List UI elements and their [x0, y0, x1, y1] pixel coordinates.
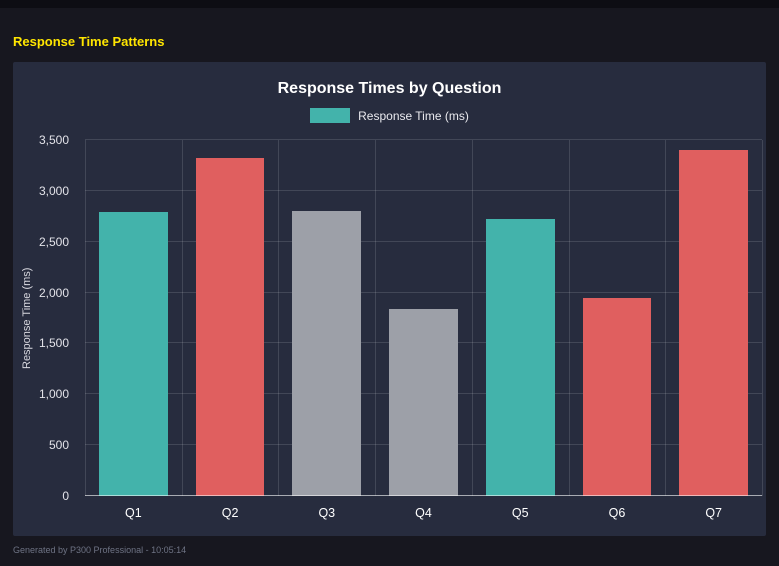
gridline-h — [85, 189, 762, 191]
x-tick-label: Q5 — [511, 506, 529, 520]
x-axis-line — [85, 495, 762, 496]
gridline-v — [762, 140, 763, 496]
x-tick-label: Q1 — [125, 506, 142, 520]
bar-q4 — [389, 308, 458, 496]
plot-area — [85, 139, 763, 496]
gridline-v — [568, 140, 570, 496]
bar-cell — [569, 140, 666, 496]
y-tick-label: 500 — [48, 438, 69, 453]
y-tick-label: 2,500 — [38, 234, 69, 249]
y-tick-label: 3,000 — [38, 183, 69, 198]
bar-q6 — [582, 297, 652, 496]
chart-panel: Response Times by Question Response Time… — [13, 62, 766, 536]
gridline-h — [85, 291, 762, 293]
bar-cell — [85, 140, 182, 496]
x-axis-labels: Q1 Q2 Q3 Q4 Q5 Q6 Q7 — [85, 506, 762, 520]
x-tick-label: Q6 — [608, 506, 626, 520]
window-top-strip — [0, 0, 779, 8]
x-tick-label: Q2 — [221, 506, 239, 520]
bar-cell — [375, 140, 472, 496]
legend-item[interactable]: Response Time (ms) — [310, 108, 469, 123]
y-tick-label: 1,500 — [38, 336, 69, 351]
chart-area: Response Time (ms) 0 500 1,000 1,500 2,000 2,… — [13, 134, 766, 536]
legend-label: Response Time (ms) — [358, 108, 469, 123]
bar-q5 — [485, 219, 555, 496]
bar-cell — [278, 140, 375, 496]
legend-swatch — [310, 108, 351, 123]
gridline-h — [85, 240, 762, 242]
y-tick-label: 0 — [62, 489, 69, 503]
legend: Response Time (ms) — [13, 108, 766, 123]
bar-q3 — [292, 211, 362, 496]
bar-q2 — [195, 158, 265, 496]
bar-q7 — [679, 150, 748, 496]
footer-note: Generated by P300 Professional - 10:05:1… — [13, 545, 187, 555]
gridline-h — [85, 139, 762, 140]
gridline-v — [471, 140, 473, 496]
gridline-v — [375, 140, 377, 496]
x-tick-label: Q7 — [705, 506, 723, 520]
gridline-v — [278, 140, 280, 496]
bar-cell — [182, 140, 279, 496]
chart-title: Response Times by Question — [277, 80, 502, 97]
bar-cell — [472, 140, 569, 496]
y-tick-label: 2,000 — [38, 285, 69, 300]
gridline-v — [85, 140, 86, 496]
x-tick-label: Q3 — [318, 506, 336, 520]
y-axis-ticks: 0 500 1,000 1,500 2,000 2,500 3,000 3,500 — [13, 134, 77, 502]
y-tick-label: 1,000 — [38, 387, 69, 402]
bar-cell — [665, 140, 762, 496]
page-title: Response Time Patterns — [13, 34, 165, 49]
bars — [85, 140, 762, 496]
gridline-v — [665, 140, 667, 496]
gridline-v — [181, 140, 183, 496]
x-tick-label: Q4 — [415, 506, 432, 520]
y-tick-label: 3,500 — [38, 133, 69, 147]
bar-q1 — [99, 212, 168, 496]
